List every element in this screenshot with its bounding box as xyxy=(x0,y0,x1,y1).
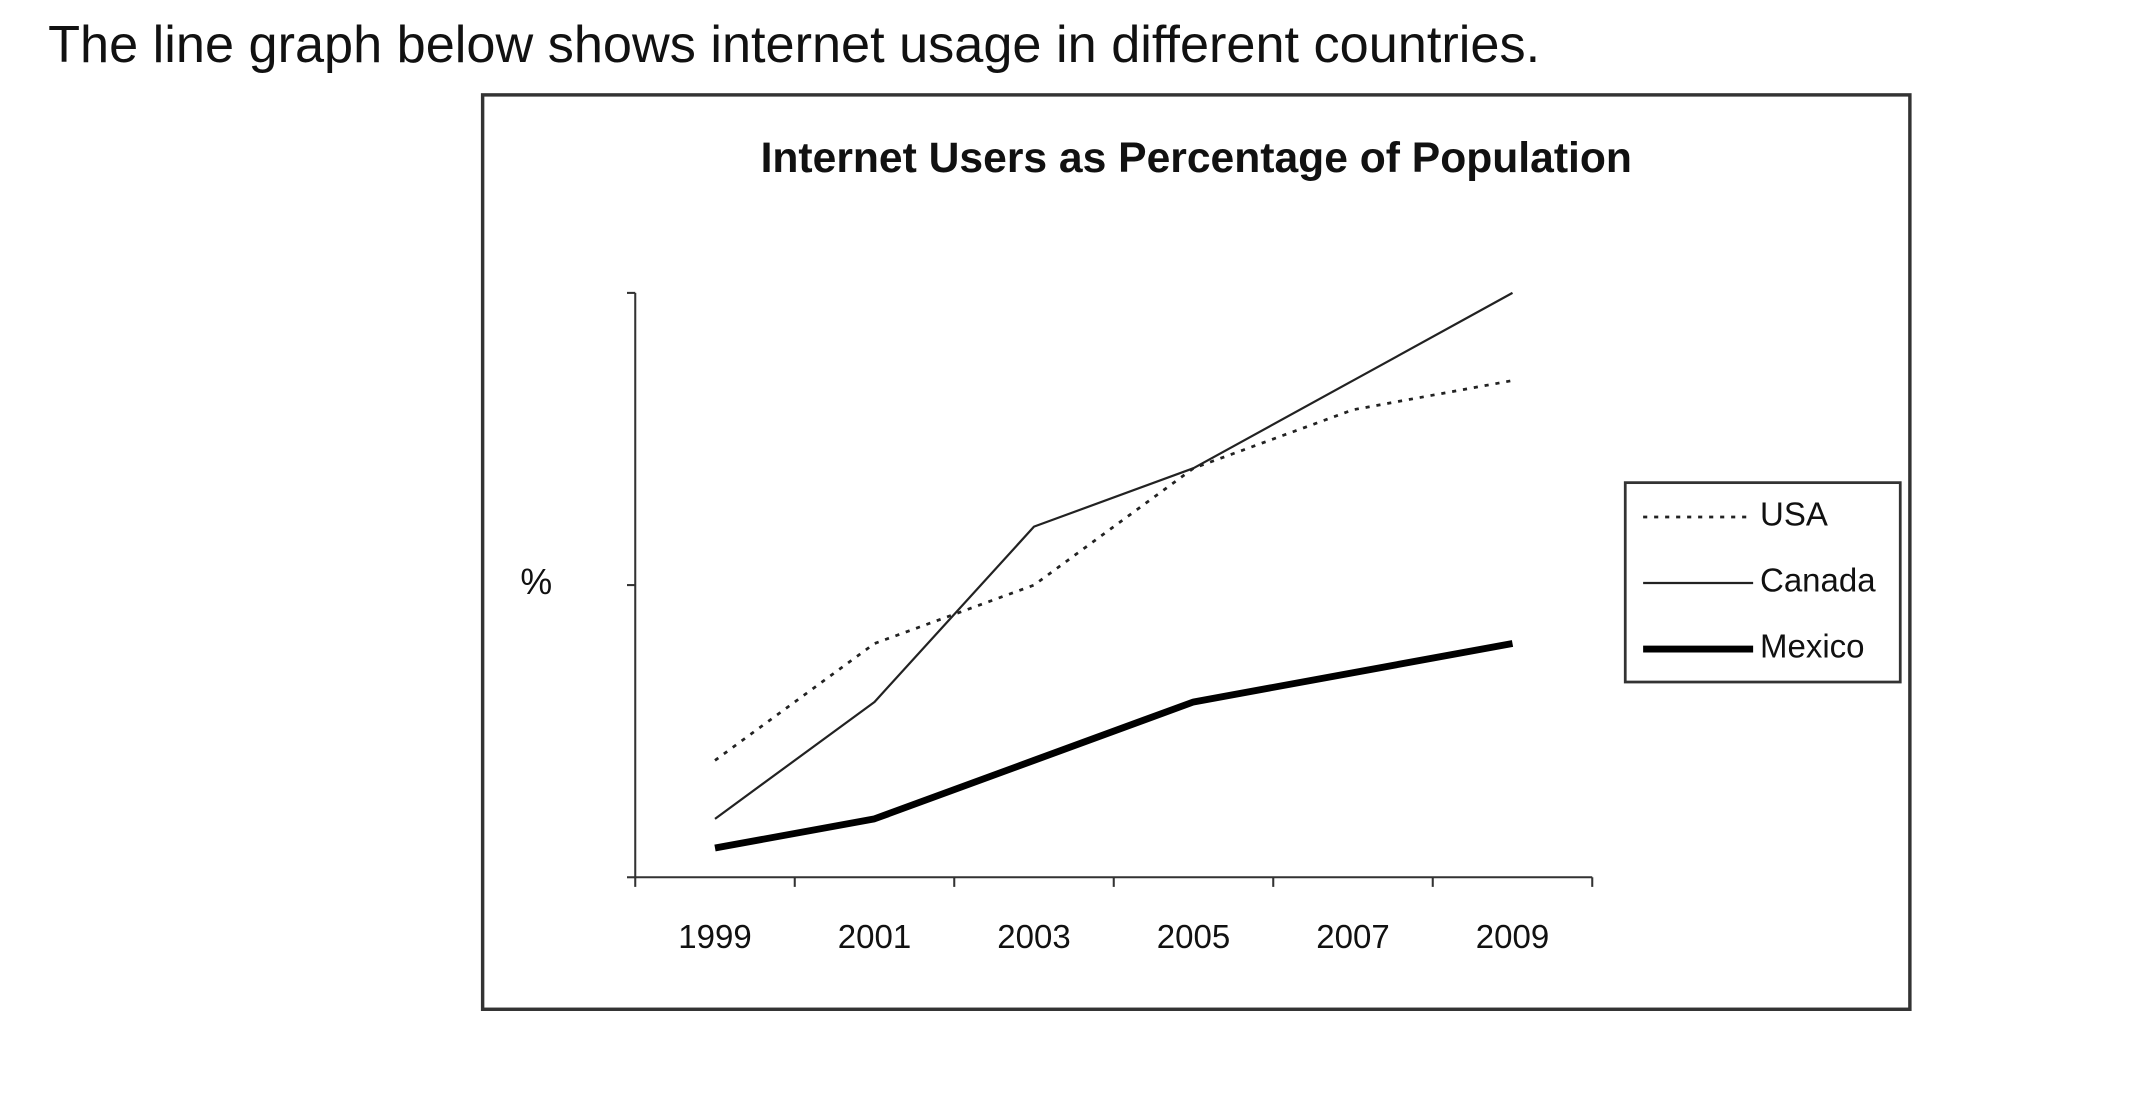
legend-label: USA xyxy=(1760,496,1828,533)
x-tick-label: 2007 xyxy=(1316,918,1389,955)
chart-title: Internet Users as Percentage of Populati… xyxy=(761,134,1632,182)
caption: The line graph below shows internet usag… xyxy=(48,16,1540,74)
series-line xyxy=(714,379,1513,762)
series-line xyxy=(714,640,1514,852)
x-tick-label: 2005 xyxy=(1157,918,1230,955)
legend-label: Mexico xyxy=(1760,628,1865,665)
chart-frame xyxy=(480,93,1912,1011)
x-tick-label: 2001 xyxy=(838,918,911,955)
series-line xyxy=(714,291,1514,820)
legend-label: Canada xyxy=(1760,562,1876,599)
x-tick-label: 1999 xyxy=(678,918,751,955)
x-tick-label: 2003 xyxy=(997,918,1070,955)
x-tick-label: 2009 xyxy=(1476,918,1549,955)
y-axis-label: % xyxy=(520,562,552,602)
